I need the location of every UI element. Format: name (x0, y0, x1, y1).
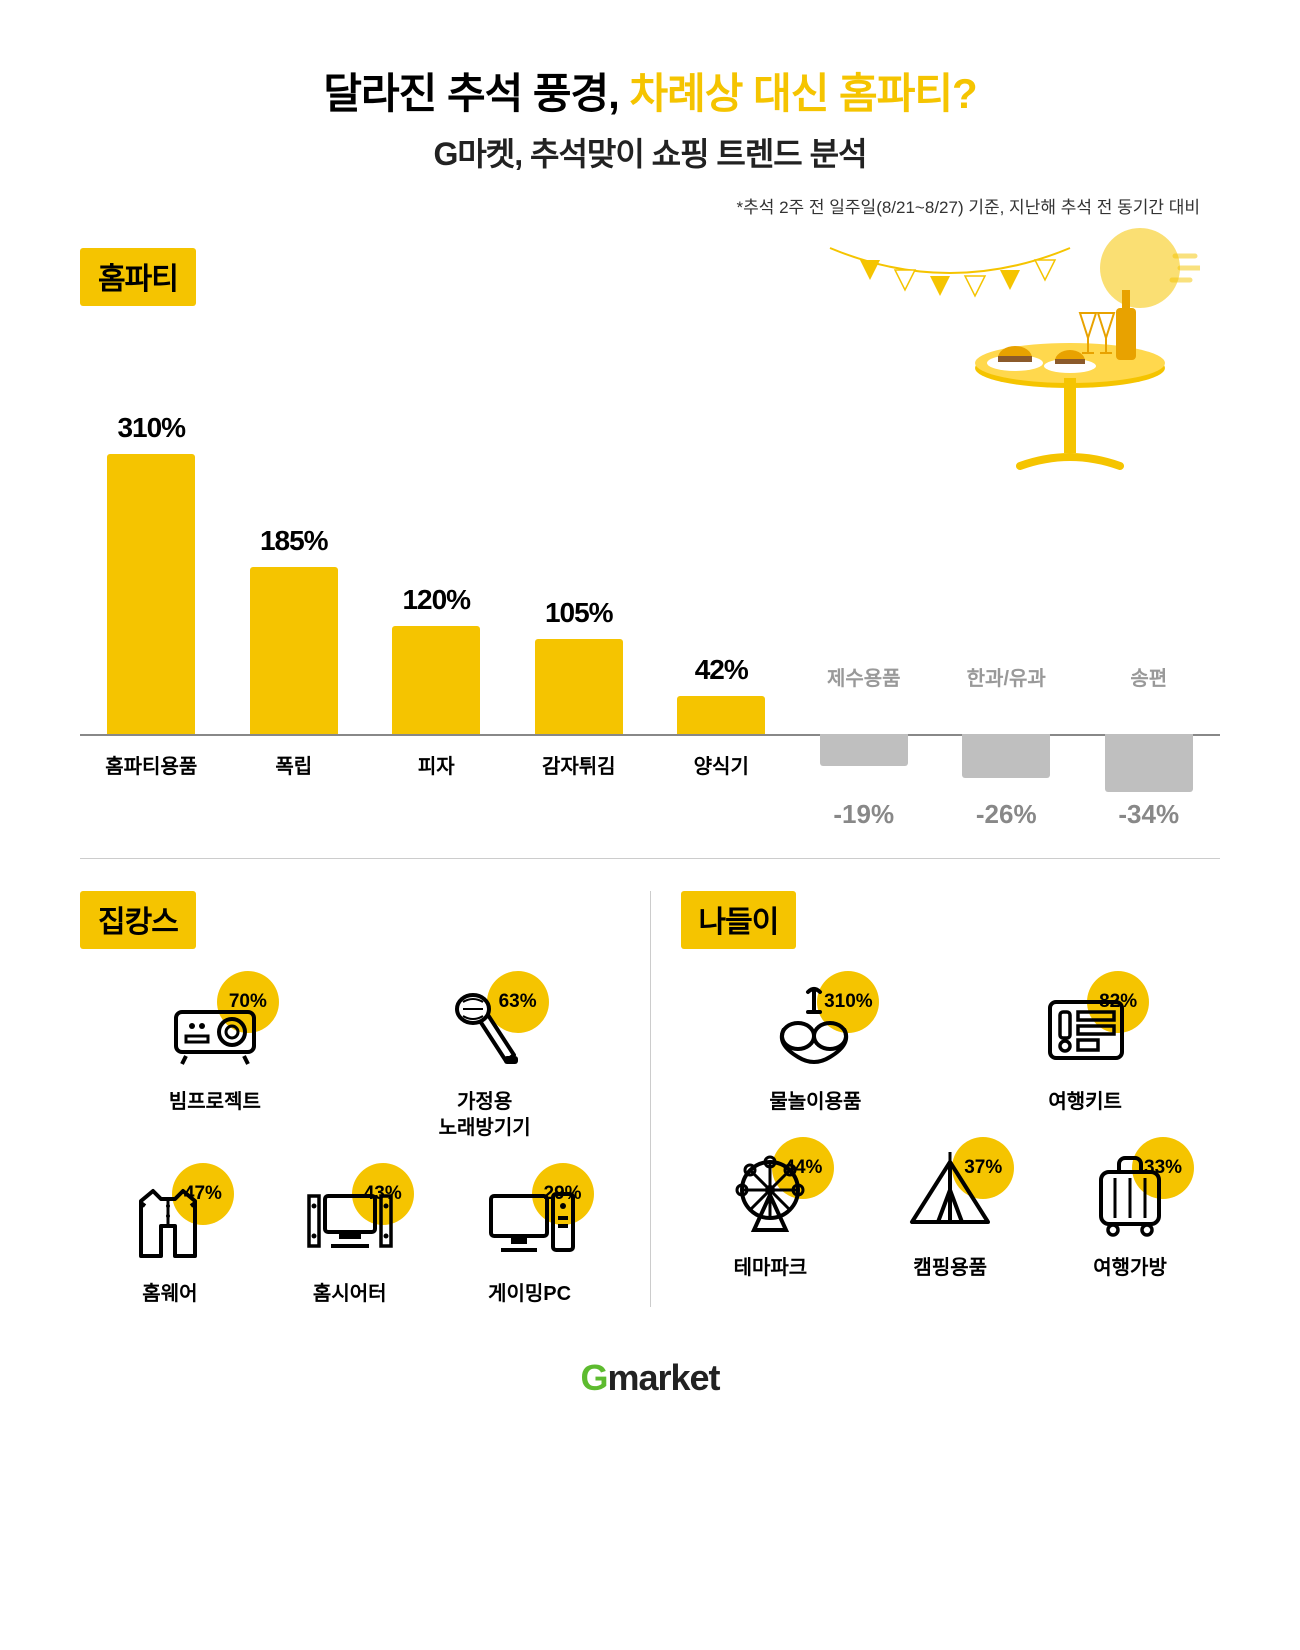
bar-neg-value: -26% (976, 799, 1037, 829)
bar-label: 홈파티용품 (80, 750, 223, 779)
bar (535, 639, 623, 734)
icon-item-mic: 63% 가정용노래방기기 (350, 979, 620, 1141)
bar-col-1: 185% (223, 396, 366, 734)
icon-item-pajamas: 47% 홈웨어 (81, 1171, 259, 1307)
icon-item-projector: 70% 빔프로젝트 (80, 979, 350, 1141)
icon-item-goggles: 310% 물놀이용품 (681, 979, 951, 1115)
note: *추석 2주 전 일주일(8/21~8/27) 기준, 지난해 추석 전 동기간… (80, 193, 1200, 218)
outing-grid: 310% 물놀이용품 82% 여행키트 44% 테마파크 37% 캠핑용품 33% 여행가방 (681, 979, 1221, 1281)
bar-col-4: 42% (650, 396, 793, 734)
bar-label: 감자튀김 (508, 750, 651, 779)
bar (1105, 734, 1193, 792)
icon-label: 게이밍PC (488, 1281, 571, 1307)
outing-section: 나들이 310% 물놀이용품 82% 여행키트 44% 테마파크 37% 캠핑용품 33% 여행가… (681, 891, 1221, 1307)
bar-value: 42% (695, 654, 748, 686)
bar-label: 폭립 (223, 750, 366, 779)
staycation-section: 집캉스 70% 빔프로젝트 63% 가정용노래방기기 47% 홈웨어 43% 홈시어터 29% 게… (80, 891, 651, 1307)
staycation-grid: 70% 빔프로젝트 63% 가정용노래방기기 47% 홈웨어 43% 홈시어터 29% 게이밍PC (80, 979, 620, 1307)
footer: Gmarket (80, 1357, 1220, 1399)
icon-item-kit: 82% 여행키트 (950, 979, 1220, 1115)
icon-wrap: 44% (710, 1145, 830, 1245)
bar-neg-value: -34% (1118, 799, 1179, 829)
logo-g: G (580, 1357, 607, 1398)
icon-item-theater: 43% 홈시어터 (261, 1171, 439, 1307)
bar-col-0: 310% (80, 396, 223, 734)
icon-label: 빔프로젝트 (169, 1089, 261, 1115)
icon-wrap: 82% (1025, 979, 1145, 1079)
icon-wrap: 70% (155, 979, 275, 1079)
icon-label: 여행가방 (1093, 1255, 1167, 1281)
bar (107, 454, 195, 734)
icon-wrap: 37% (890, 1145, 1010, 1245)
bar-value: 105% (545, 597, 613, 629)
icon-label: 홈시어터 (313, 1281, 387, 1307)
bar (820, 734, 908, 766)
icon-wrap: 63% (425, 979, 545, 1079)
icon-label: 테마파크 (734, 1255, 808, 1281)
main-title: 달라진 추석 풍경, 차례상 대신 홈파티? (80, 60, 1220, 121)
subtitle: G마켓, 추석맞이 쇼핑 트렌드 분석 (80, 129, 1220, 175)
bar-col-3: 105% (508, 396, 651, 734)
title-part-b: 차례상 대신 홈파티? (630, 70, 977, 117)
bar-label: 한과/유과 (935, 662, 1078, 691)
party-illustration (820, 218, 1200, 478)
bar-value: 120% (402, 584, 470, 616)
bar-label: 송편 (1078, 662, 1221, 691)
icon-item-ferris: 44% 테마파크 (681, 1145, 859, 1281)
icon-item-pc: 29% 게이밍PC (441, 1171, 619, 1307)
icon-wrap: 310% (755, 979, 875, 1079)
icon-wrap: 47% (110, 1171, 230, 1271)
icon-label: 물놀이용품 (769, 1089, 861, 1115)
section-label-staycation: 집캉스 (80, 891, 196, 949)
bar-value: 310% (117, 412, 185, 444)
icon-label: 여행키트 (1048, 1089, 1122, 1115)
icon-label: 캠핑용품 (913, 1255, 987, 1281)
icon-wrap: 29% (470, 1171, 590, 1271)
bar (392, 626, 480, 734)
section-label-outing: 나들이 (681, 891, 797, 949)
icon-label: 가정용노래방기기 (439, 1089, 531, 1141)
divider (80, 858, 1220, 859)
gmarket-logo: Gmarket (580, 1357, 719, 1398)
bar-value: 185% (260, 525, 328, 557)
icon-item-tent: 37% 캠핑용품 (861, 1145, 1039, 1281)
bottom-columns: 집캉스 70% 빔프로젝트 63% 가정용노래방기기 47% 홈웨어 43% 홈시어터 29% 게… (80, 891, 1220, 1307)
bar-neg-value: -19% (833, 799, 894, 829)
icon-item-luggage: 33% 여행가방 (1041, 1145, 1219, 1281)
bar (962, 734, 1050, 778)
icon-wrap: 33% (1070, 1145, 1190, 1245)
bar-label: 제수용품 (793, 662, 936, 691)
bar (250, 567, 338, 734)
icon-wrap: 43% (290, 1171, 410, 1271)
bar (677, 696, 765, 734)
header: 달라진 추석 풍경, 차례상 대신 홈파티? G마켓, 추석맞이 쇼핑 트렌드 … (80, 60, 1220, 175)
home-party-section: 홈파티 (80, 248, 1220, 830)
bar-col-2: 120% (365, 396, 508, 734)
section-label-homeparty: 홈파티 (80, 248, 196, 306)
bar-label: 양식기 (650, 750, 793, 779)
icon-label: 홈웨어 (142, 1281, 197, 1307)
logo-rest: market (607, 1357, 719, 1398)
bar-label: 피자 (365, 750, 508, 779)
title-part-a: 달라진 추석 풍경, (323, 70, 629, 117)
